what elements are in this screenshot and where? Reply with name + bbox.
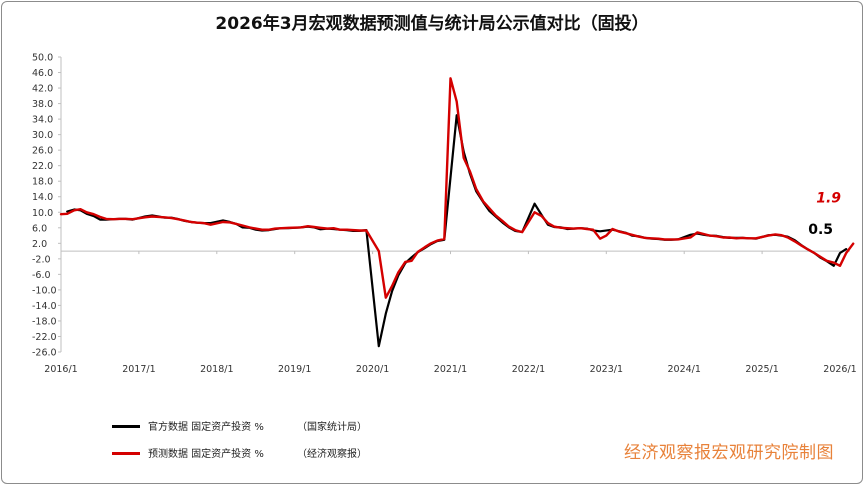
y-tick-label: 26.0 <box>32 146 53 157</box>
line-chart: 50.0 46.0 42.0 38.0 34.0 30.0 26.0 22.0 18.0 14.0… <box>32 53 857 376</box>
y-tick-label: -10.0 <box>32 285 57 296</box>
y-tick-label: -18.0 <box>32 316 57 327</box>
watermark: 经济观察报宏观研究院制图 <box>624 443 834 463</box>
y-tick-label: 50.0 <box>32 53 53 64</box>
legend-source-forecast: （经济观察报） <box>297 449 367 460</box>
y-tick-label: 14.0 <box>32 192 53 203</box>
legend-swatch-official <box>112 425 140 428</box>
x-tick-label: 2016/1 <box>44 364 77 375</box>
data-label-forecast-latest: 1.9 <box>816 191 841 207</box>
y-tick-label: 34.0 <box>32 115 53 126</box>
y-tick-label: 46.0 <box>32 68 53 79</box>
x-tick-label: 2026/1 <box>823 364 856 375</box>
x-tick-label: 2023/1 <box>590 364 623 375</box>
y-tick-label: -2.0 <box>32 254 51 265</box>
y-tick-label: -6.0 <box>32 270 51 281</box>
y-tick-label: -14.0 <box>32 301 57 312</box>
legend-label-official: 官方数据 固定资产投资 % <box>148 422 264 433</box>
x-tick-label: 2020/1 <box>356 364 389 375</box>
y-tick-label: 6.0 <box>32 223 47 234</box>
y-tick-label: 10.0 <box>32 208 53 219</box>
y-tick-label: -26.0 <box>32 348 57 359</box>
y-tick-label: 42.0 <box>32 84 53 95</box>
legend-swatch-forecast <box>112 452 140 455</box>
data-label-official-latest: 0.5 <box>808 222 833 238</box>
x-tick-label: 2017/1 <box>122 364 155 375</box>
x-tick-label: 2021/1 <box>434 364 467 375</box>
x-tick-label: 2018/1 <box>200 364 233 375</box>
y-tick-label: 2.0 <box>32 239 47 250</box>
y-tick-label: 18.0 <box>32 177 53 188</box>
legend-label-forecast: 预测数据 固定资产投资 % <box>148 449 264 460</box>
legend-source-official: （国家统计局） <box>297 422 367 433</box>
x-tick-label: 2024/1 <box>667 364 700 375</box>
x-tick-label: 2019/1 <box>278 364 311 375</box>
chart-title: 2026年3月宏观数据预测值与统计局公示值对比（固投） <box>215 14 649 34</box>
series-line-official <box>66 114 848 348</box>
y-tick-label: -22.0 <box>32 332 57 343</box>
x-tick-label: 2025/1 <box>745 364 778 375</box>
y-tick-label: 22.0 <box>32 161 53 172</box>
x-tick-label: 2022/1 <box>512 364 545 375</box>
series-line-forecast <box>59 77 855 299</box>
y-tick-label: 30.0 <box>32 130 53 141</box>
y-tick-label: 38.0 <box>32 99 53 110</box>
